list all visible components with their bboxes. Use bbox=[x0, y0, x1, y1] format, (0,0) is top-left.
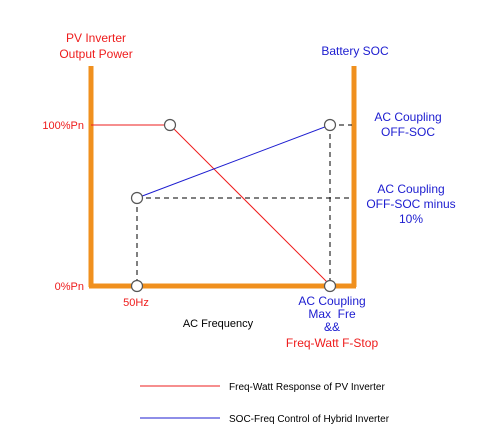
ac-off-minus-line2: OFF-SOC minus bbox=[366, 197, 455, 211]
left-axis-title-line1: PV Inverter bbox=[66, 31, 126, 45]
ac-off-soc-line1: AC Coupling bbox=[374, 110, 441, 124]
ac-off-minus-line3: 10% bbox=[399, 212, 423, 226]
soc-freq-line bbox=[136, 124, 331, 199]
axes bbox=[88, 66, 357, 289]
maxfre-line3: && bbox=[324, 320, 340, 334]
guide-lines bbox=[136, 124, 352, 285]
legend-blue-label: SOC-Freq Control of Hybrid Inverter bbox=[229, 414, 390, 425]
freq-watt-line bbox=[91, 124, 331, 286]
x-label-50hz: 50Hz bbox=[123, 297, 149, 309]
y-label-100: 100%Pn bbox=[42, 120, 84, 132]
x-axis-title: AC Frequency bbox=[183, 318, 254, 330]
maxfre-line1: AC Coupling bbox=[298, 294, 365, 308]
marker-blue-top bbox=[323, 118, 337, 132]
maxfre-line4: Freq-Watt F-Stop bbox=[286, 336, 379, 350]
y-label-0: 0%Pn bbox=[55, 281, 84, 293]
legend: Freq-Watt Response of PV Inverter SOC-Fr… bbox=[140, 382, 390, 425]
ac-off-minus-line1: AC Coupling bbox=[377, 182, 444, 196]
markers bbox=[130, 118, 337, 293]
maxfre-line2: Max Fre bbox=[308, 307, 356, 321]
marker-blue-start bbox=[130, 191, 144, 205]
marker-red-knee bbox=[163, 118, 177, 132]
legend-red-label: Freq-Watt Response of PV Inverter bbox=[229, 382, 385, 393]
right-axis-title: Battery SOC bbox=[321, 44, 389, 58]
left-axis-title-line2: Output Power bbox=[59, 47, 132, 61]
marker-50hz bbox=[130, 279, 144, 293]
marker-maxfre bbox=[323, 279, 337, 293]
ac-off-soc-line2: OFF-SOC bbox=[381, 125, 435, 139]
red-sloped-segment bbox=[169, 124, 331, 286]
